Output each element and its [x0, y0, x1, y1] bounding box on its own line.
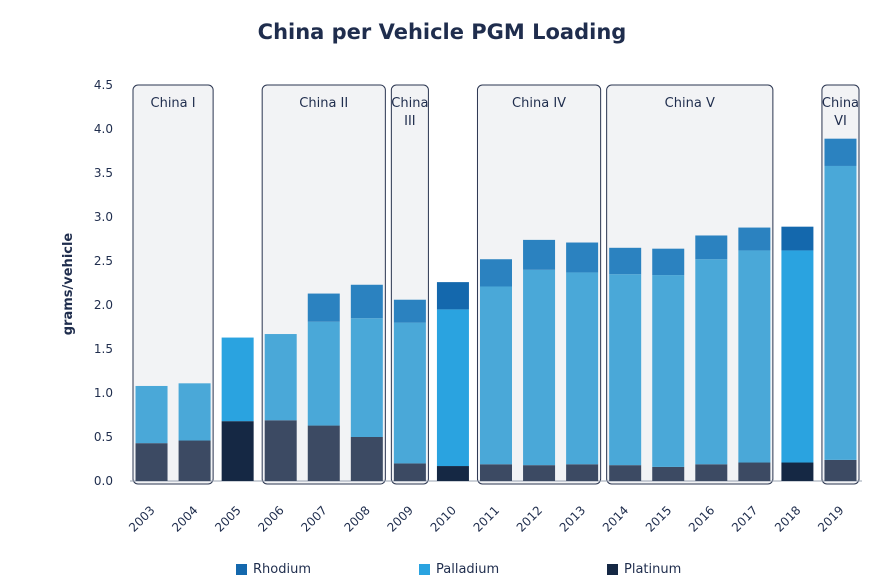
legend-label-palladium: Palladium [436, 562, 500, 577]
era-box [606, 84, 774, 485]
legend-item-palladium: Palladium [419, 562, 499, 577]
bar-2013-platinum [566, 464, 599, 481]
bar-2014-platinum [609, 465, 642, 481]
legend-item-rhodium: Rhodium [236, 562, 311, 577]
x-tick-label: 2008 [341, 503, 372, 534]
x-tick-label: 2016 [686, 503, 717, 534]
bar-2016-palladium [695, 259, 728, 465]
bar-2009-palladium [393, 322, 426, 464]
legend-label-rhodium: Rhodium [253, 562, 311, 577]
bar-2005-palladium [221, 337, 254, 422]
y-tick-label: 3.0 [94, 210, 113, 224]
bar-2017-platinum [738, 462, 771, 481]
bar-2014-rhodium [609, 247, 642, 275]
bar-2012-platinum [523, 465, 556, 481]
bar-chart: China I China II China III China IV China V Ch… [61, 78, 862, 535]
bar-2007-palladium [307, 321, 340, 426]
bar-2006-platinum [264, 420, 297, 481]
bar-2017-rhodium [738, 227, 771, 251]
era-label: VI [834, 114, 847, 129]
bar-2015-palladium [652, 275, 685, 467]
x-tick-label: 2010 [428, 503, 459, 534]
y-tick-label: 4.0 [94, 122, 113, 136]
era-label: China [391, 96, 428, 111]
x-axis-labels: 2003 2004 2005 2006 2007 2008 2009 2010 2011 2012… [126, 503, 846, 534]
chart-title: China per Vehicle PGM Loading [257, 20, 627, 44]
bar-2019-palladium [824, 165, 857, 460]
bar-2018-palladium [781, 250, 814, 463]
bar-2017-palladium [738, 250, 771, 463]
era-label: China [822, 96, 859, 111]
legend-label-platinum: Platinum [624, 562, 682, 577]
bar-2004-platinum [178, 440, 211, 481]
bar-2014-palladium [609, 274, 642, 466]
bar-2005-platinum [221, 421, 254, 481]
bar-2009-platinum [393, 463, 426, 481]
bar-2009-rhodium [393, 299, 426, 323]
x-tick-label: 2017 [729, 503, 760, 534]
bar-2013-rhodium [566, 242, 599, 273]
bar-2004-palladium [178, 383, 211, 441]
bar-2012-palladium [523, 269, 556, 466]
bar-2019-rhodium [824, 138, 857, 166]
x-tick-label: 2004 [169, 503, 200, 534]
bars [135, 138, 857, 481]
era-label: III [404, 114, 416, 129]
bar-2016-platinum [695, 464, 728, 481]
x-tick-label: 2018 [772, 503, 803, 534]
bar-2018-rhodium [781, 226, 814, 251]
x-tick-label: 2014 [600, 503, 631, 534]
bar-2018-platinum [781, 462, 814, 481]
y-tick-label: 0.5 [94, 430, 113, 444]
legend: Rhodium Palladium Platinum [0, 562, 884, 580]
y-tick-label: 0.0 [94, 474, 113, 488]
x-tick-label: 2007 [298, 503, 329, 534]
bar-2011-palladium [480, 286, 512, 465]
bar-2007-platinum [307, 425, 340, 481]
bar-2003-platinum [135, 443, 168, 481]
bar-2019-platinum [824, 459, 857, 481]
bar-2008-palladium [350, 318, 383, 437]
legend-swatch-rhodium [236, 564, 247, 575]
era-label: China II [299, 96, 348, 111]
x-tick-label: 2013 [557, 503, 588, 534]
legend-swatch-palladium [419, 564, 430, 575]
bar-2011-rhodium [480, 259, 512, 287]
bar-2003-palladium [135, 385, 168, 444]
x-tick-label: 2009 [385, 503, 416, 534]
bar-2008-rhodium [350, 284, 383, 319]
x-tick-label: 2015 [643, 503, 674, 534]
bar-2010-rhodium [436, 282, 469, 310]
bar-2015-rhodium [652, 248, 685, 276]
bar-2012-rhodium [523, 239, 556, 270]
y-tick-label: 3.5 [94, 166, 113, 180]
bar-2010-palladium [436, 309, 469, 467]
era-label: China IV [512, 96, 566, 111]
x-tick-label: 2011 [471, 503, 502, 534]
x-tick-label: 2019 [815, 503, 846, 534]
x-tick-label: 2012 [514, 503, 545, 534]
y-tick-label: 2.5 [94, 254, 113, 268]
bar-2008-platinum [350, 437, 383, 481]
x-tick-label: 2003 [126, 503, 157, 534]
y-tick-label: 1.0 [94, 386, 113, 400]
y-tick-label: 1.5 [94, 342, 113, 356]
y-tick-label: 4.5 [94, 78, 113, 92]
bar-2006-palladium [264, 334, 297, 421]
bar-2011-platinum [480, 464, 512, 481]
era-label: China I [151, 96, 196, 111]
bar-2010-platinum [436, 466, 469, 481]
y-axis-label: grams/vehicle [61, 233, 76, 336]
y-tick-label: 2.0 [94, 298, 113, 312]
x-tick-label: 2006 [255, 503, 286, 534]
bar-2016-rhodium [695, 235, 728, 260]
legend-swatch-platinum [607, 564, 618, 575]
bar-2015-platinum [652, 466, 685, 481]
x-tick-label: 2005 [212, 503, 243, 534]
bar-2007-rhodium [307, 293, 340, 322]
legend-item-platinum: Platinum [607, 562, 681, 577]
era-label: China V [665, 96, 715, 111]
bar-2013-palladium [566, 272, 599, 465]
